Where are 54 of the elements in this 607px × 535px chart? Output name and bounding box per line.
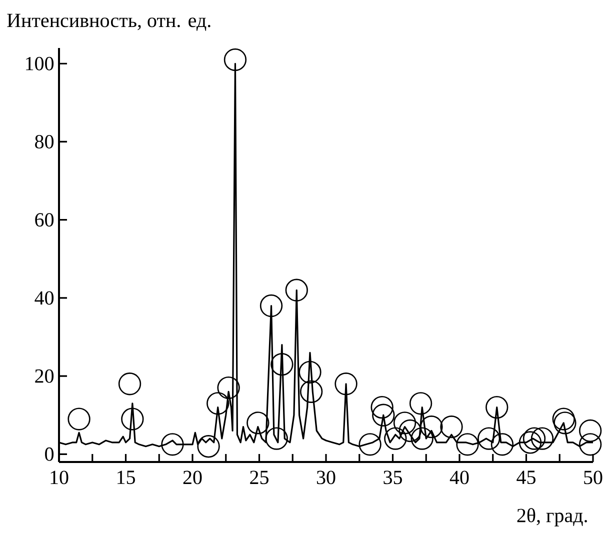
y-tick-label: 0 bbox=[45, 447, 54, 461]
point bbox=[486, 396, 508, 419]
y-axis-title: Интенсивность, отн. ед. bbox=[7, 14, 210, 31]
point bbox=[384, 427, 407, 450]
point bbox=[410, 427, 434, 450]
point bbox=[224, 48, 247, 72]
x-tick-label: 20 bbox=[183, 470, 202, 484]
point bbox=[420, 416, 443, 438]
point bbox=[217, 376, 240, 400]
point bbox=[552, 408, 575, 430]
point bbox=[440, 416, 463, 438]
point bbox=[578, 433, 602, 456]
point bbox=[265, 427, 288, 450]
point bbox=[260, 294, 283, 318]
x-tick-label: 30 bbox=[316, 470, 336, 484]
point bbox=[554, 412, 576, 434]
point bbox=[206, 392, 230, 415]
point bbox=[358, 433, 382, 456]
point bbox=[300, 380, 323, 404]
point bbox=[522, 427, 546, 450]
point bbox=[518, 431, 542, 454]
x-axis-title: 2θ, град. bbox=[517, 508, 587, 526]
point bbox=[298, 360, 322, 384]
point bbox=[398, 419, 422, 442]
y-tick-label: 80 bbox=[35, 134, 54, 148]
x-tick-label: 25 bbox=[250, 470, 268, 484]
x-tick-label: 35 bbox=[384, 470, 402, 484]
x-tick-label: 15 bbox=[118, 470, 135, 484]
point bbox=[478, 427, 500, 450]
point bbox=[530, 427, 554, 450]
y-tick-label: 100 bbox=[26, 56, 54, 70]
y-tick-label: 20 bbox=[35, 369, 54, 383]
x-tick-label: 50 bbox=[584, 470, 602, 484]
point bbox=[121, 408, 144, 430]
point bbox=[161, 433, 184, 456]
x-tick-label: 45 bbox=[516, 470, 536, 484]
point bbox=[270, 353, 294, 376]
point bbox=[370, 396, 394, 419]
point bbox=[393, 412, 416, 434]
x-tick-label: 10 bbox=[50, 470, 68, 484]
point bbox=[118, 372, 142, 396]
point bbox=[246, 412, 270, 434]
point bbox=[409, 392, 432, 415]
x-tick-label: 40 bbox=[450, 470, 469, 484]
point bbox=[578, 419, 602, 442]
point bbox=[456, 433, 479, 456]
point bbox=[334, 372, 358, 396]
y-tick-label: 60 bbox=[35, 213, 54, 227]
point bbox=[197, 435, 220, 458]
point bbox=[285, 278, 308, 302]
point bbox=[372, 404, 395, 426]
y-tick-label: 40 bbox=[34, 291, 54, 305]
point bbox=[68, 408, 90, 430]
point bbox=[490, 433, 514, 456]
